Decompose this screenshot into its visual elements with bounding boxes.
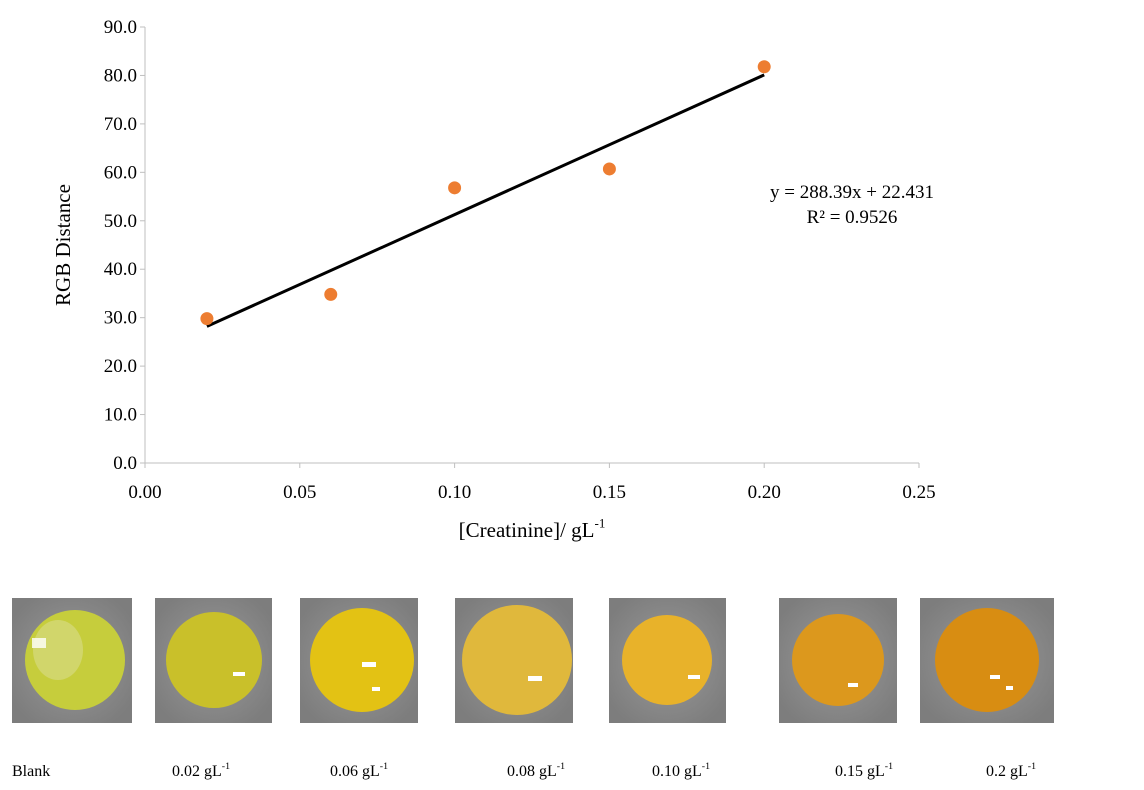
x-tick-label: 0.25 [902, 482, 935, 503]
photo [779, 598, 897, 723]
sample-label-main: 0.10 gL [652, 763, 702, 780]
sample-label-main: 0.06 gL [330, 763, 380, 780]
point [448, 181, 461, 194]
photo [455, 598, 573, 723]
y-axis-label: RGB Distance [51, 184, 75, 306]
sample-label-sup: -1 [557, 761, 565, 772]
trend-r2: R² = 0.9526 [807, 207, 898, 228]
y-tick-label: 20.0 [104, 356, 137, 377]
point [758, 60, 771, 73]
y-tick-label: 40.0 [104, 259, 137, 280]
y-tick-label: 90.0 [104, 17, 137, 38]
sample-label: 0.06 gL-1 [330, 761, 388, 780]
x-tick-label: 0.05 [283, 482, 316, 503]
y-tick-label: 70.0 [104, 114, 137, 135]
trendline [207, 75, 764, 326]
trend-equation: y = 288.39x + 22.431 [770, 182, 934, 203]
y-tick-label: 0.0 [113, 453, 137, 474]
x-tick-label: 0.00 [128, 482, 161, 503]
sample-label-sup: -1 [702, 761, 710, 772]
sample-label-sup: -1 [885, 761, 893, 772]
point [324, 288, 337, 301]
sample-label-main: 0.2 gL [986, 763, 1028, 780]
figure: 0.0 10.0 20.0 30.0 40.0 50.0 60.0 70.0 80.0 90.0 0… [0, 0, 1144, 785]
sample-label: 0.08 gL-1 [507, 761, 565, 780]
photo [609, 598, 726, 723]
photo [300, 598, 418, 723]
sample-label: 0.10 gL-1 [652, 761, 710, 780]
sample-label-sup: -1 [1028, 761, 1036, 772]
x-axis-label: [Creatinine]/ gL-1 [459, 516, 606, 542]
y-tick-label: 30.0 [104, 308, 137, 329]
sample-label-sup: -1 [380, 761, 388, 772]
sample-photos [12, 598, 1054, 723]
point [200, 312, 213, 325]
y-tick-label: 60.0 [104, 162, 137, 183]
sample-label: 0.2 gL-1 [986, 761, 1036, 780]
photo [12, 598, 132, 723]
y-tick-label: 10.0 [104, 405, 137, 426]
sample-label-main: 0.08 gL [507, 763, 557, 780]
sample-label-main: 0.15 gL [835, 763, 885, 780]
photo [920, 598, 1054, 723]
photo [155, 598, 272, 723]
sample-label-sup: -1 [222, 761, 230, 772]
x-tick-label: 0.10 [438, 482, 471, 503]
x-tick-label: 0.20 [748, 482, 781, 503]
sample-label: 0.15 gL-1 [835, 761, 893, 780]
x-axis-label-sup: -1 [595, 516, 606, 531]
y-tick-label: 50.0 [104, 211, 137, 232]
x-tick-label: 0.15 [593, 482, 626, 503]
point [603, 162, 616, 175]
sample-label-main: Blank [12, 763, 50, 780]
y-tick-label: 80.0 [104, 65, 137, 86]
x-axis-label-main: [Creatinine]/ gL [459, 518, 595, 542]
sample-label: Blank [12, 763, 50, 780]
sample-label-main: 0.02 gL [172, 763, 222, 780]
sample-label: 0.02 gL-1 [172, 761, 230, 780]
